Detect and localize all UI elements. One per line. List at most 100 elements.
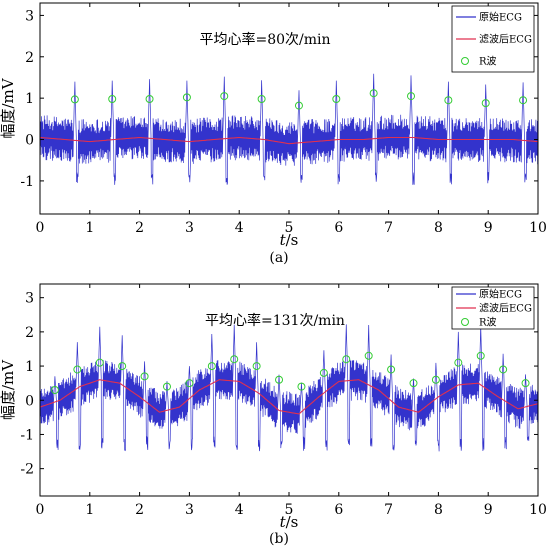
- y-tick-label: 3: [25, 291, 34, 307]
- r-wave-marker: [332, 94, 341, 103]
- x-tick-label: 3: [185, 502, 194, 518]
- y-tick-label: 0: [25, 393, 34, 409]
- r-wave-marker: [297, 382, 306, 391]
- r-wave-marker: [481, 99, 490, 108]
- r-wave-marker: [409, 379, 418, 388]
- y-tick-label: -1: [20, 174, 34, 190]
- x-tick-label: 1: [85, 220, 94, 236]
- series-filtered-ecg: [40, 379, 538, 415]
- legend-label: 原始ECG: [479, 11, 522, 24]
- legend-label: 滤波后ECG: [479, 302, 532, 315]
- heart-rate-annotation: 平均心率=131次/min: [205, 312, 345, 329]
- x-tick-label: 9: [484, 220, 493, 236]
- x-tick-label: 7: [384, 502, 393, 518]
- x-axis-label-unit: /s: [286, 513, 299, 531]
- r-wave-marker: [294, 101, 303, 110]
- panel-caption: (a): [269, 250, 288, 266]
- r-wave-marker: [207, 362, 216, 371]
- x-tick-label: 2: [135, 220, 144, 236]
- r-wave-marker: [342, 355, 351, 364]
- series-raw-ecg: [40, 324, 538, 452]
- heart-rate-annotation: 平均心率=80次/min: [199, 31, 330, 48]
- r-wave-marker: [50, 386, 59, 394]
- r-wave-marker: [118, 362, 127, 371]
- r-wave-marker: [369, 89, 378, 98]
- r-wave-marker: [230, 355, 239, 364]
- y-tick-label: -2: [20, 462, 34, 478]
- r-wave-marker: [387, 365, 396, 374]
- y-tick-label: 1: [25, 91, 34, 107]
- series-filtered-ecg: [40, 136, 538, 145]
- x-tick-label: 9: [484, 502, 493, 518]
- y-tick-label: 3: [25, 8, 34, 24]
- r-wave-marker: [431, 375, 440, 384]
- r-wave-marker: [70, 95, 79, 104]
- r-wave-marker: [275, 375, 284, 384]
- series-raw-ecg: [40, 73, 538, 185]
- x-axis-label-unit: /s: [286, 231, 299, 249]
- r-wave-marker: [145, 94, 154, 103]
- y-tick-label: 1: [25, 359, 34, 375]
- r-wave-marker: [95, 358, 104, 367]
- x-tick-label: 2: [135, 502, 144, 518]
- legend-label: 滤波后ECG: [479, 33, 532, 46]
- legend: 原始ECG 滤波后ECG R波: [451, 5, 535, 73]
- x-tick-label: 0: [36, 220, 45, 236]
- x-tick-label: 6: [334, 220, 343, 236]
- r-wave-marker: [499, 365, 508, 374]
- r-wave-marker: [519, 96, 528, 105]
- x-tick-label: 5: [285, 220, 294, 236]
- r-wave-marker: [476, 351, 485, 360]
- r-wave-marker: [319, 368, 328, 377]
- x-tick-label: 4: [235, 502, 244, 518]
- x-tick-label: 10: [529, 220, 546, 236]
- r-wave-marker: [407, 92, 416, 101]
- legend-label: 原始ECG: [479, 288, 522, 301]
- chart-panel-b: 0 1 2 3 4 5 6 7 8 9 10 -2 -1 0 1 2 3 t/s(b) 幅度/mV 平均心率=131次…: [0, 283, 546, 547]
- r-wave-marker: [257, 94, 266, 103]
- x-tick-label: 1: [85, 502, 94, 518]
- x-tick-label: 8: [434, 220, 443, 236]
- x-tick-label: 3: [185, 220, 194, 236]
- legend-marker: [461, 318, 469, 326]
- x-tick-label: 8: [434, 502, 443, 518]
- panel-caption: (b): [269, 531, 289, 546]
- r-wave-marker: [364, 351, 373, 360]
- x-tick-label: 0: [36, 502, 45, 518]
- r-wave-marker: [444, 96, 453, 105]
- y-axis-label: 幅度/mV: [0, 359, 17, 420]
- r-wave-marker: [73, 365, 82, 374]
- r-wave-marker: [108, 94, 117, 103]
- plot-area: [40, 324, 538, 452]
- x-tick-label: 10: [529, 502, 546, 518]
- y-tick-label: 2: [25, 325, 34, 341]
- x-axis-label-var: t: [280, 513, 287, 531]
- legend-label: R波: [479, 316, 497, 329]
- x-axis-label: t/s: [280, 513, 299, 531]
- r-wave-marker: [185, 379, 194, 388]
- x-axis-label: t/s: [280, 231, 299, 249]
- y-axis-label: 幅度/mV: [0, 77, 17, 138]
- y-tick-label: 0: [25, 133, 34, 149]
- r-wave-marker: [252, 362, 261, 371]
- r-wave-marker: [182, 93, 191, 102]
- plot-area: [40, 73, 538, 185]
- legend-marker: [461, 57, 469, 65]
- r-wave-marker: [454, 358, 463, 367]
- r-wave-marker: [140, 372, 149, 381]
- x-tick-label: 7: [384, 220, 393, 236]
- r-wave-marker: [220, 92, 229, 101]
- y-tick-label: 2: [25, 50, 34, 66]
- chart-panel-a: 0 1 2 3 4 5 6 7 8 9 10 -1 0 1 2 3 t/s(a) 幅度/mV 平均心率=80次/mi…: [0, 2, 546, 266]
- y-tick-label: -1: [20, 427, 34, 443]
- x-tick-label: 4: [235, 220, 244, 236]
- legend-label: R波: [479, 55, 497, 68]
- r-wave-marker: [521, 379, 530, 388]
- x-axis-label-var: t: [280, 231, 287, 249]
- r-wave-marker: [162, 382, 171, 391]
- x-tick-label: 5: [285, 502, 294, 518]
- x-tick-label: 6: [334, 502, 343, 518]
